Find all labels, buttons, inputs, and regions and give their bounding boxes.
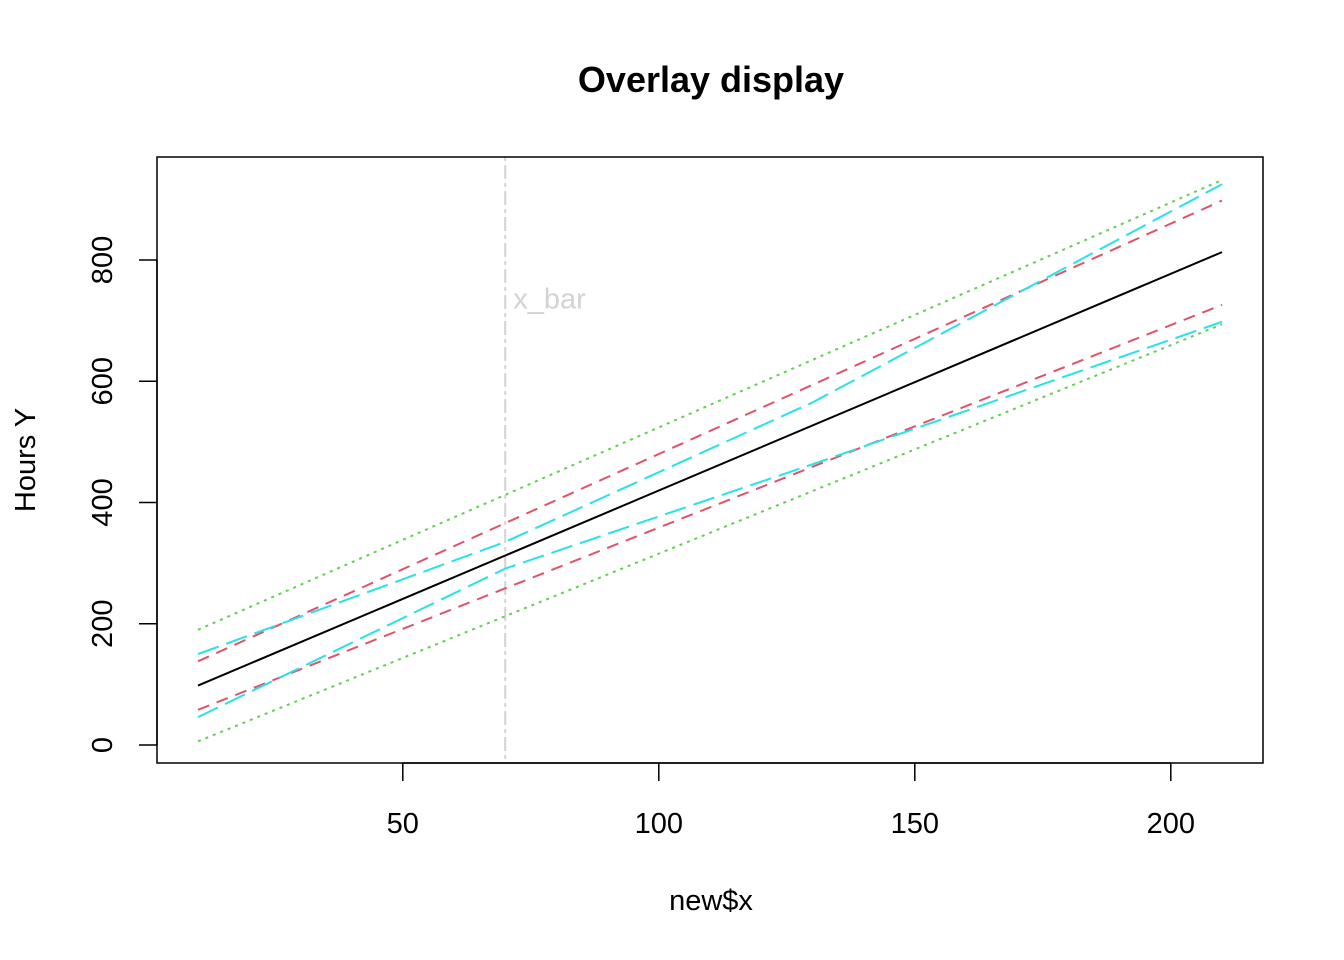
y-tick-label: 0 [87, 737, 119, 753]
x-axis: 50 100 150 200 [387, 762, 1195, 840]
y-axis-label: Hours Y [10, 408, 42, 512]
plot-frame [156, 156, 1264, 764]
series-line-fit [197, 251, 1223, 687]
series-line-band-upper [197, 183, 1223, 656]
x-tick-label: 100 [635, 808, 683, 840]
series-line-prediction-upper [197, 179, 1223, 631]
x-axis-label: new$x [669, 885, 753, 917]
y-tick-label: 800 [87, 236, 119, 284]
x-tick-label: 150 [891, 808, 939, 840]
series-line-band-lower [197, 320, 1223, 719]
x-tick-label: 200 [1147, 808, 1195, 840]
y-tick-label: 400 [87, 478, 119, 526]
y-tick-label: 200 [87, 600, 119, 648]
y-tick-label: 600 [87, 357, 119, 405]
series-line-prediction-lower [197, 323, 1223, 743]
chart-title: Overlay display [578, 59, 844, 100]
reference-line-label: x_bar [513, 284, 586, 316]
x-tick-label: 50 [387, 808, 419, 840]
plot-area: x_bar [197, 157, 1223, 763]
series-line-mean-band-lower [197, 303, 1223, 711]
y-axis: 0 200 400 600 800 [87, 236, 158, 753]
series-line-mean-band-upper [197, 199, 1223, 663]
